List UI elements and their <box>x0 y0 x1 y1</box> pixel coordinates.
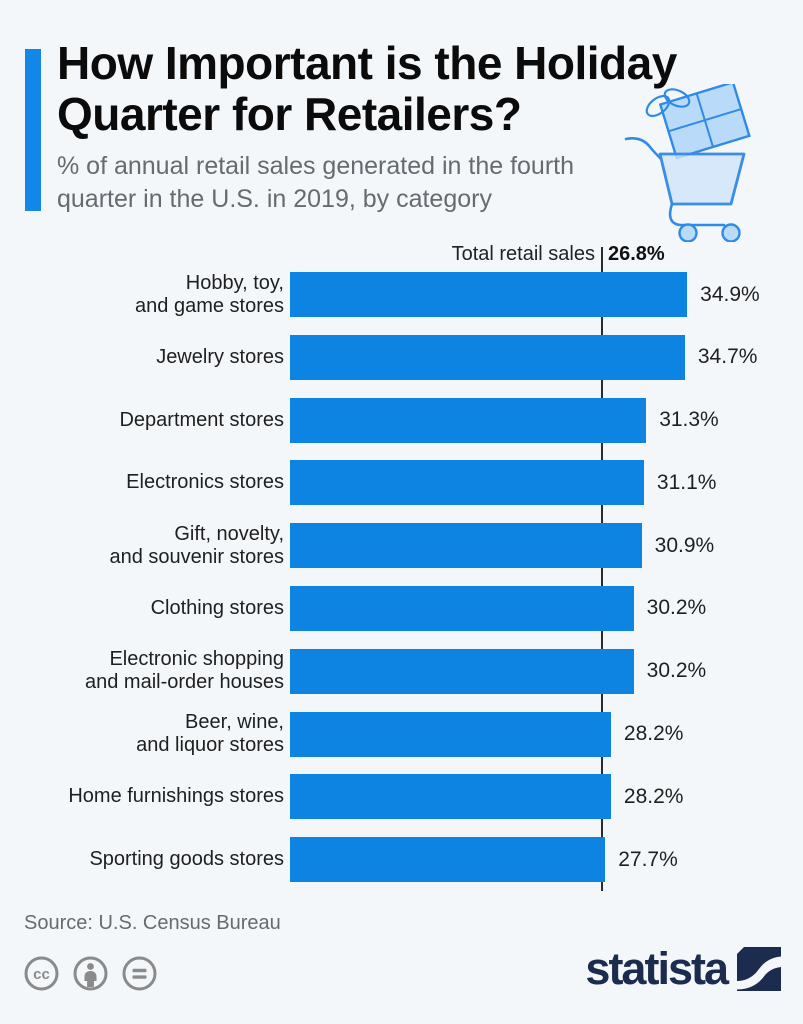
value-label: 27.7% <box>618 847 678 871</box>
value-label: 28.2% <box>623 722 684 746</box>
bar-chart: Total retail sales 26.8% Hobby, toy, and … <box>0 240 803 905</box>
statista-mark-icon <box>737 946 781 991</box>
statista-logo[interactable]: statista <box>585 946 781 991</box>
category-label: Electronic shopping and mail-order houses <box>85 648 284 694</box>
title-accent-bar <box>25 49 41 211</box>
chart-row: Gift, novelty, and souvenir stores 30.9% <box>0 522 803 569</box>
chart-row: Electronics stores 31.1% <box>0 460 803 506</box>
cc-by-icon[interactable] <box>72 955 109 992</box>
chart-row: Beer, wine, and liquor stores 28.2% <box>0 711 803 757</box>
chart-row: Clothing stores 30.2% <box>0 585 803 631</box>
bar <box>290 523 642 569</box>
value-label: 31.3% <box>659 408 719 432</box>
value-label: 34.9% <box>700 282 760 306</box>
chart-subtitle: % of annual retail sales generated in th… <box>57 152 575 213</box>
license-icons: cc <box>23 955 158 992</box>
value-label: 28.2% <box>623 784 684 808</box>
chart-row: Electronic shopping and mail-order houses… <box>0 648 803 694</box>
chart-row: Hobby, toy, and game stores 34.9% <box>0 272 803 317</box>
bar <box>290 711 611 757</box>
category-label: Jewelry stores <box>156 345 284 368</box>
value-label: 34.7% <box>697 345 758 369</box>
bar <box>290 585 634 631</box>
value-label: 30.9% <box>654 533 715 557</box>
category-label: Clothing stores <box>150 596 284 619</box>
chart-rows: Hobby, toy, and game stores 34.9% Jewelry s… <box>0 272 803 900</box>
chart-row: Jewelry stores 34.7% <box>0 334 803 380</box>
chart-title: How Important is the Holiday Quarter for … <box>57 37 677 140</box>
source-text: Source: U.S. Census Bureau <box>24 912 281 934</box>
bar <box>290 272 688 317</box>
reference-line-label: Total retail sales <box>451 243 595 265</box>
category-label: Beer, wine, and liquor stores <box>136 711 284 757</box>
bar <box>290 334 685 380</box>
svg-text:cc: cc <box>33 966 50 983</box>
value-label: 30.2% <box>646 596 707 620</box>
bar <box>290 397 647 443</box>
chart-row: Department stores 31.3% <box>0 397 803 443</box>
chart-row: Home furnishings stores 28.2% <box>0 774 803 820</box>
statista-wordmark: statista <box>585 943 729 994</box>
category-label: Electronics stores <box>126 471 284 494</box>
chart-row: Sporting goods stores 27.7% <box>0 837 803 883</box>
reference-line <box>600 247 603 891</box>
bar <box>290 774 611 820</box>
bar <box>290 648 634 694</box>
bar <box>290 460 644 506</box>
value-label: 30.2% <box>646 659 707 683</box>
category-label: Gift, novelty, and souvenir stores <box>109 522 284 568</box>
category-label: Department stores <box>119 408 284 431</box>
category-label: Sporting goods stores <box>89 848 284 871</box>
gift-box <box>658 80 751 160</box>
category-label: Home furnishings stores <box>68 785 284 808</box>
cc-nd-icon[interactable] <box>121 955 158 992</box>
value-label: 31.1% <box>656 470 717 494</box>
cc-icon[interactable]: cc <box>23 955 60 992</box>
category-label: Hobby, toy, and game stores <box>135 271 284 317</box>
reference-line-value: 26.8% <box>607 243 665 265</box>
shopping-cart-gift-icon <box>618 80 753 243</box>
bar <box>290 837 606 883</box>
